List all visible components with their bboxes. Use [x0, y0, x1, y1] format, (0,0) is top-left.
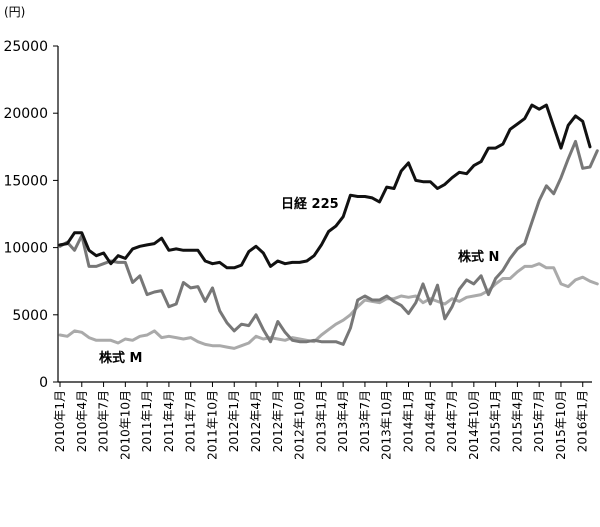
x-tick-label: 2014年10月 [467, 390, 481, 460]
y-tick-label: 20000 [3, 106, 48, 122]
x-tick-label: 2011年1月 [140, 390, 154, 452]
x-tick-label: 2014年7月 [445, 390, 459, 452]
x-tick-label: 2015年4月 [510, 390, 524, 452]
y-tick-label: 10000 [3, 241, 48, 257]
x-tick-label: 2010年10月 [118, 390, 132, 460]
x-tick-label: 2010年7月 [97, 390, 111, 452]
x-tick-label: 2013年7月 [358, 390, 372, 452]
x-tick-label: 2015年1月 [489, 390, 503, 452]
series-label-2: 株式 M [99, 350, 142, 366]
x-tick-label: 2013年10月 [380, 390, 394, 460]
series-layer [58, 103, 599, 350]
series-label-0: 日経 225 [281, 196, 339, 212]
x-tick-label: 2013年4月 [336, 390, 350, 452]
x-tick-label: 2012年10月 [293, 390, 307, 460]
x-tick-label: 2011年10月 [205, 390, 219, 460]
x-tick-label: 2012年1月 [227, 390, 241, 452]
x-tick-label: 2011年4月 [162, 390, 176, 452]
x-tick-label: 2012年7月 [271, 390, 285, 452]
x-tick-label: 2012年4月 [249, 390, 263, 452]
x-axis: 2010年1月 2010年4月 2010年7月 2010年10月 2011年1月 2011… [53, 381, 592, 460]
y-tick-label: 0 [39, 375, 48, 391]
series-line-1 [58, 139, 599, 346]
x-tick-label: 2015年10月 [554, 390, 568, 460]
x-tick-label: 2013年1月 [314, 390, 328, 452]
series-label-layer: 日経 225 株式 N 株式 M [99, 196, 499, 366]
x-tick-label: 2014年1月 [401, 390, 415, 452]
x-tick-label: 2010年4月 [75, 390, 89, 452]
y-axis: 0 5000 10000 15000 20000 25000 [3, 39, 59, 391]
x-tick-label: 2015年7月 [532, 390, 546, 452]
x-tick-label: 2016年1月 [576, 390, 590, 452]
x-tick-label: 2014年4月 [423, 390, 437, 452]
x-tick-label: 2011年7月 [184, 390, 198, 452]
x-tick-label: 2010年1月 [53, 390, 67, 452]
y-unit-label: (円) [4, 5, 25, 19]
y-tick-label: 5000 [12, 308, 48, 324]
series-line-0 [58, 103, 592, 270]
y-tick-label: 15000 [3, 173, 48, 189]
series-line-2 [58, 262, 599, 350]
series-label-1: 株式 N [458, 249, 499, 265]
y-tick-label: 25000 [3, 39, 48, 55]
